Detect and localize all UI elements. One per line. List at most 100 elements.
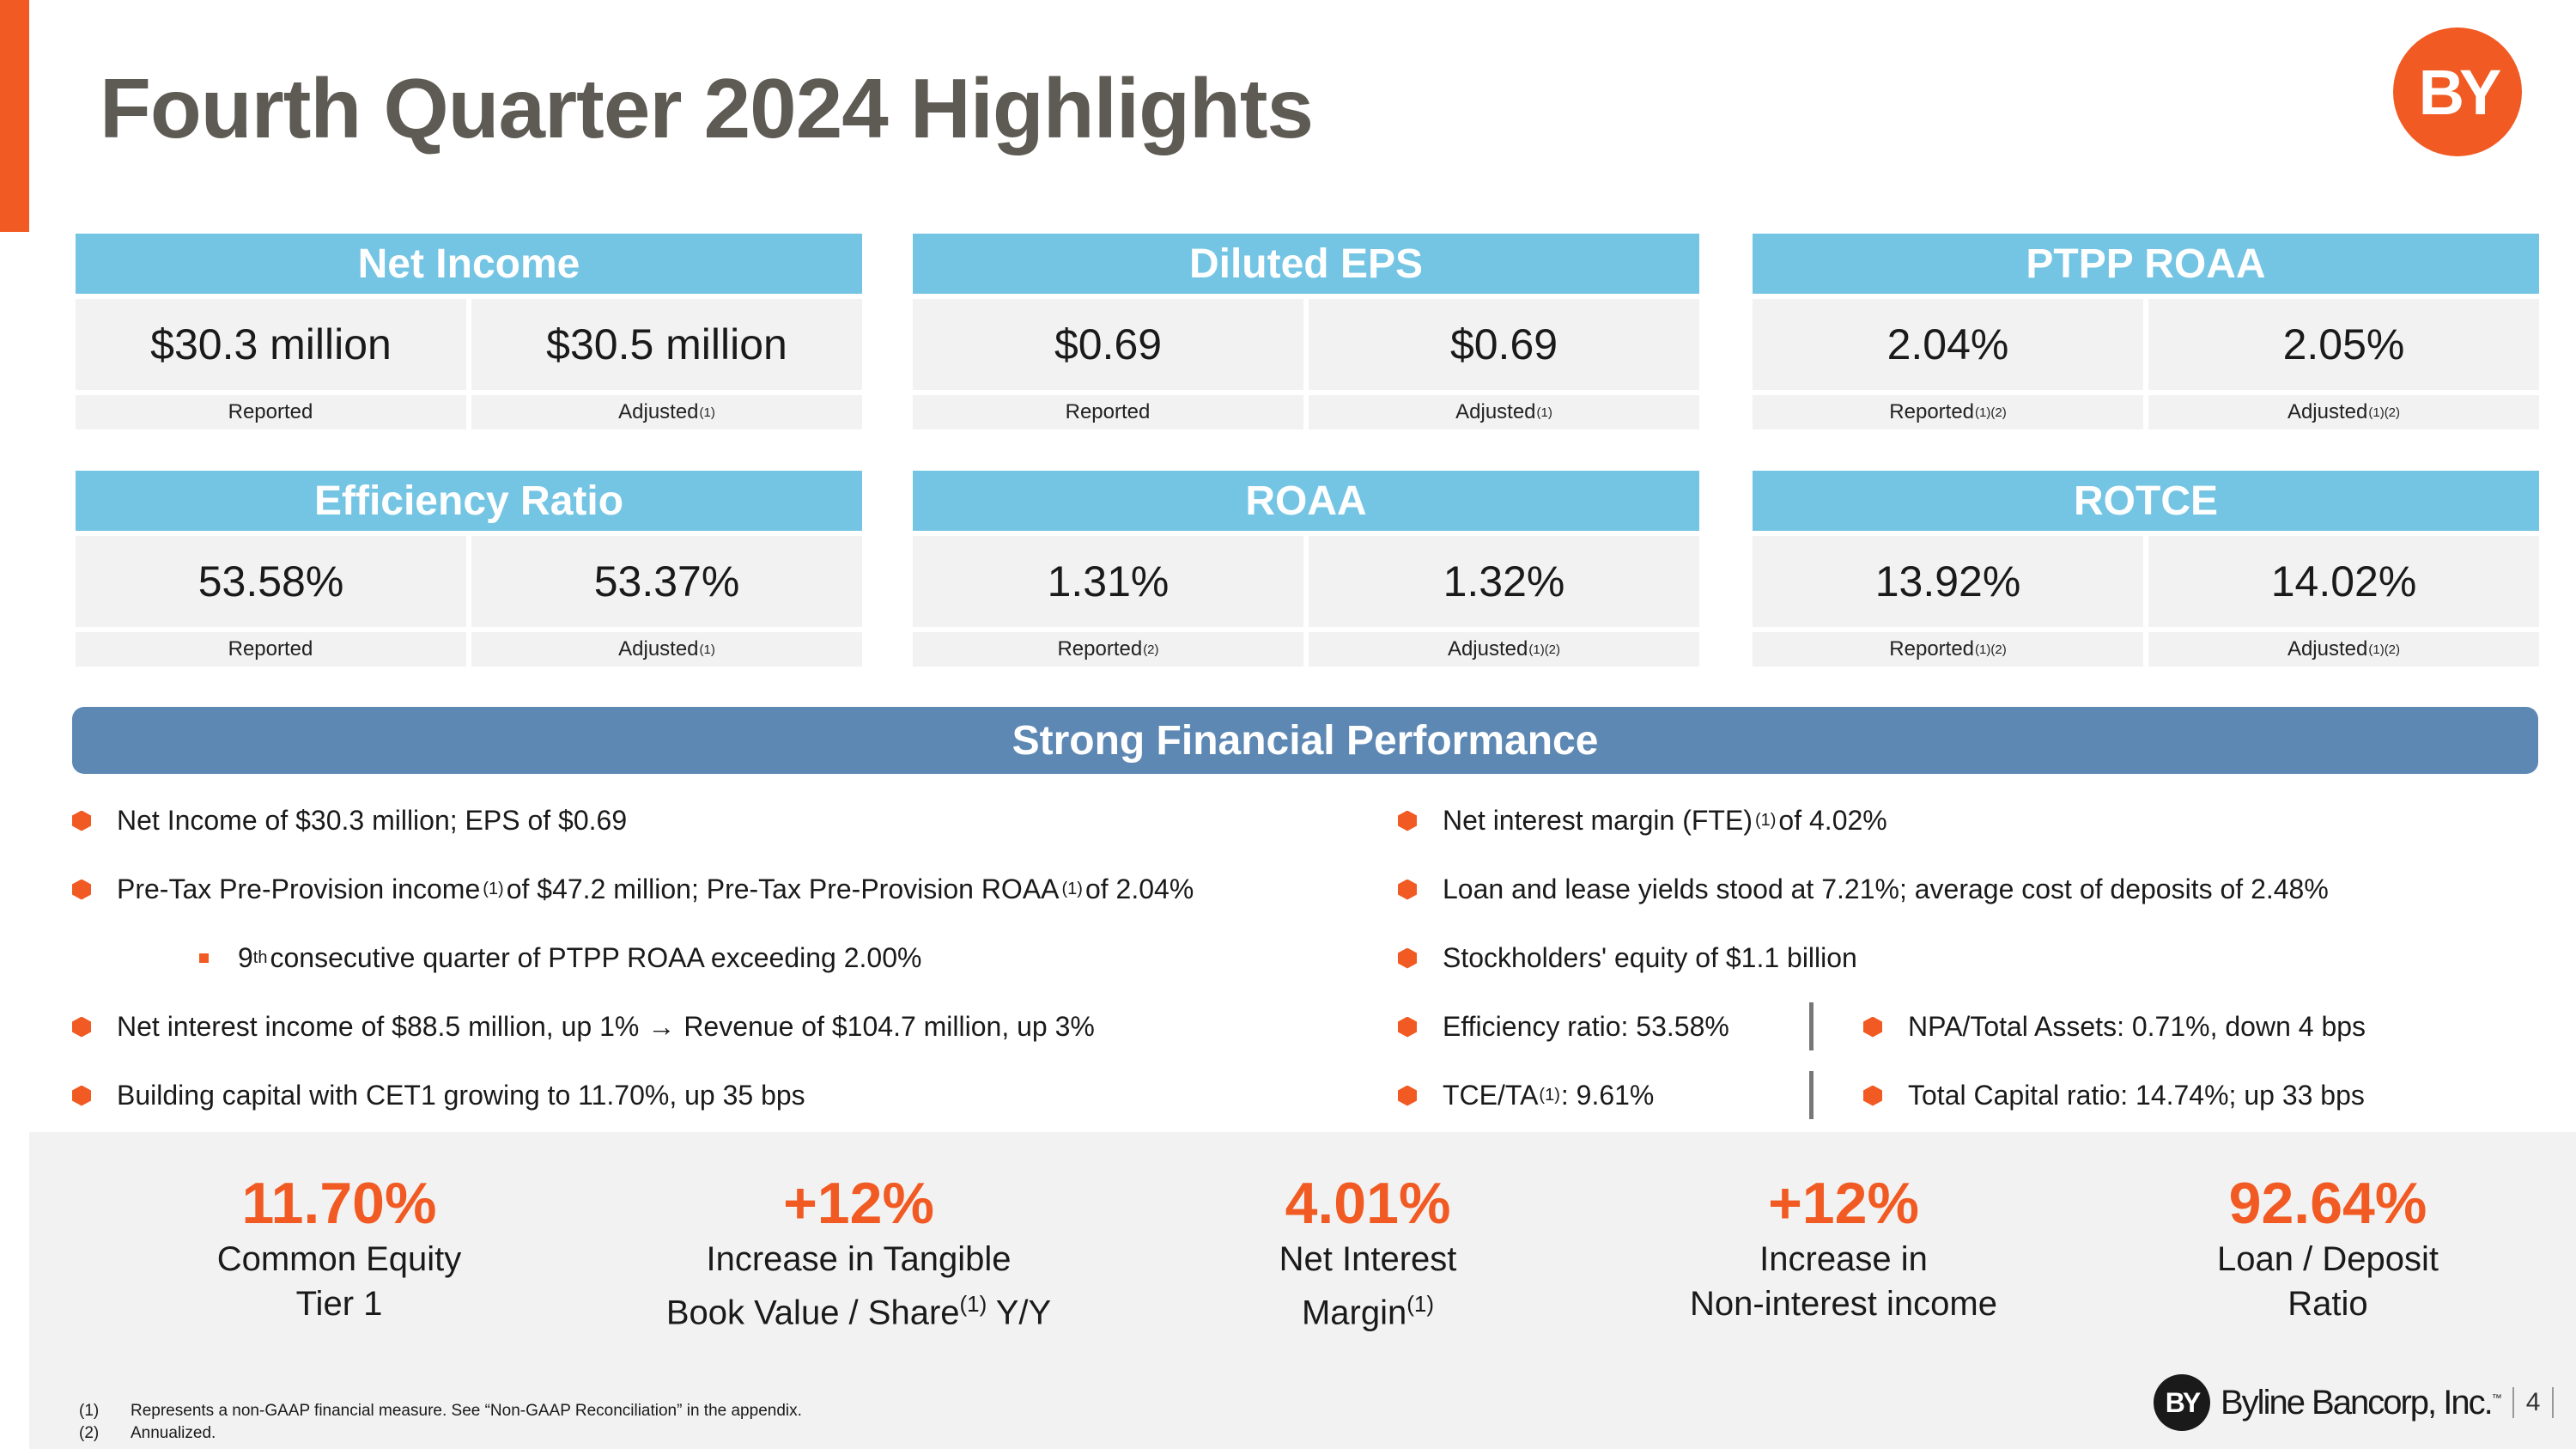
ordinal-suffix: th	[252, 948, 268, 967]
label-text: Reported	[1065, 400, 1151, 423]
reported-value: 2.04%	[1753, 299, 2143, 390]
reported-label: Reported (1)(2)	[1753, 395, 2143, 429]
company-name-text: Byline Bancorp, Inc.	[2221, 1383, 2494, 1422]
bullet-text: Net interest income of $88.5 million, up…	[117, 1011, 640, 1042]
card-title: ROTCE	[1753, 471, 2539, 531]
bullet-text: Net interest margin (FTE)	[1443, 805, 1753, 836]
page-number-divider	[2552, 1387, 2555, 1418]
company-name: Byline Bancorp, Inc.™	[2221, 1383, 2502, 1422]
bullet-item: Stockholders' equity of $1.1 billion	[1398, 942, 1857, 974]
footnote-ref: (1)	[1754, 811, 1777, 830]
adjusted-value: 2.05%	[2148, 299, 2539, 390]
footnote-ref: (1)	[699, 405, 715, 420]
label-text: Reported	[1057, 637, 1143, 661]
label-text: Adjusted	[2287, 637, 2368, 661]
footnote-ref: (1)	[1406, 1291, 1435, 1317]
stat-text: Y/Y	[987, 1294, 1052, 1332]
bullet-item: NPA/Total Assets: 0.71%, down 4 bps	[1863, 1011, 2366, 1043]
reported-value: 13.92%	[1753, 536, 2143, 627]
label-text: Adjusted	[618, 400, 699, 423]
reported-label: Reported (2)	[913, 632, 1303, 667]
page-number: 4	[2512, 1387, 2540, 1418]
adjusted-value: 1.32%	[1309, 536, 1699, 627]
footnote-number: (2)	[79, 1424, 100, 1442]
bullet-item: Total Capital ratio: 14.74%; up 33 bps	[1863, 1080, 2365, 1111]
bullet-text: Building capital with CET1 growing to 11…	[117, 1080, 805, 1111]
reported-label: Reported	[913, 395, 1303, 429]
footnote-ref: (1)	[1539, 1086, 1560, 1105]
stat-cet1: 11.70% Common Equity Tier 1	[99, 1170, 580, 1326]
footnote-ref: (2)	[1143, 642, 1159, 657]
column-divider	[1809, 1002, 1814, 1050]
hexagon-bullet-icon	[1398, 810, 1417, 831]
adjusted-label: Adjusted (1)	[1309, 395, 1699, 429]
hexagon-bullet-icon	[1863, 1085, 1882, 1106]
footnote-ref: (1)	[1061, 880, 1083, 898]
bullet-text: NPA/Total Assets: 0.71%, down 4 bps	[1908, 1011, 2366, 1042]
bullet-text: Pre-Tax Pre-Provision income	[117, 874, 481, 904]
label-text: Reported	[1889, 400, 1975, 423]
square-bullet-icon	[199, 953, 209, 963]
card-efficiency-ratio: Efficiency Ratio 53.58% 53.37% Reported …	[76, 471, 862, 667]
adjusted-label: Adjusted (1)(2)	[2148, 632, 2539, 667]
card-rotce: ROTCE 13.92% 14.02% Reported (1)(2) Adjus…	[1753, 471, 2539, 667]
stat-non-interest-income: +12% Increase in Non-interest income	[1603, 1170, 2084, 1326]
stat-value: +12%	[1768, 1171, 1919, 1236]
bullet-text: : 9.61%	[1560, 1080, 1655, 1111]
footnote-text: Annualized.	[131, 1424, 216, 1442]
card-title: ROAA	[913, 471, 1699, 531]
label-text: Adjusted	[1447, 637, 1528, 661]
section-banner: Strong Financial Performance	[72, 707, 2538, 774]
footnote: (2) Annualized.	[79, 1422, 802, 1445]
bullet-text: Revenue of $104.7 million, up 3%	[683, 1011, 1095, 1042]
bullet-text: of $47.2 million; Pre-Tax Pre-Provision …	[506, 874, 1060, 904]
reported-value: $30.3 million	[76, 299, 466, 390]
bullet-item: Net interest income of $88.5 million, up…	[72, 1011, 1095, 1043]
footnote-ref: (1)(2)	[1975, 405, 2007, 420]
stat-label-line2: Non-interest income	[1603, 1282, 2084, 1326]
card-net-income: Net Income $30.3 million $30.5 million R…	[76, 234, 862, 429]
bullet-text: 9	[238, 942, 253, 973]
card-title: Diluted EPS	[913, 234, 1699, 294]
byline-footer-logo: BY	[2154, 1374, 2210, 1431]
reported-value: 1.31%	[913, 536, 1303, 627]
footnotes: (1) Represents a non-GAAP financial meas…	[79, 1400, 802, 1445]
hexagon-bullet-icon	[1398, 947, 1417, 969]
label-text: Reported	[228, 400, 313, 423]
stat-text: Tier 1	[295, 1285, 383, 1323]
arrow-right-icon: →	[647, 1011, 676, 1042]
label-text: Adjusted	[618, 637, 699, 661]
bullet-text: consecutive quarter of PTPP ROAA exceedi…	[270, 942, 922, 973]
bullet-text: Total Capital ratio: 14.74%; up 33 bps	[1908, 1080, 2365, 1111]
card-diluted-eps: Diluted EPS $0.69 $0.69 Reported Adjuste…	[913, 234, 1699, 429]
reported-label: Reported	[76, 632, 466, 667]
adjusted-value: $0.69	[1309, 299, 1699, 390]
bullet-text: Stockholders' equity of $1.1 billion	[1443, 942, 1857, 973]
adjusted-label: Adjusted (1)	[471, 395, 862, 429]
adjusted-label: Adjusted (1)(2)	[2148, 395, 2539, 429]
footnote-ref: (1)	[699, 642, 715, 657]
hexagon-bullet-icon	[72, 879, 91, 900]
stat-net-interest-margin: 4.01% Net Interest Margin(1)	[1127, 1170, 1608, 1335]
label-text: Reported	[1889, 637, 1975, 661]
adjusted-value: 14.02%	[2148, 536, 2539, 627]
stat-label-line2: Book Value / Share(1) Y/Y	[618, 1282, 1099, 1335]
accent-bar	[0, 0, 29, 232]
card-title: PTPP ROAA	[1753, 234, 2539, 294]
logo-text: BY	[2418, 56, 2502, 128]
footnote-ref: (1)	[1536, 405, 1552, 420]
stat-value: 4.01%	[1285, 1171, 1451, 1236]
bullet-text: TCE/TA	[1443, 1080, 1539, 1111]
stat-label-line1: Common Equity	[216, 1240, 462, 1278]
bullet-item: Pre-Tax Pre-Provision income (1) of $47.…	[72, 874, 1194, 905]
footnote-ref: (1)(2)	[1528, 642, 1561, 657]
hexagon-bullet-icon	[1863, 1016, 1882, 1038]
brand-footer: BY Byline Bancorp, Inc.™ 4	[2154, 1374, 2555, 1431]
reported-value: 53.58%	[76, 536, 466, 627]
hexagon-bullet-icon	[1398, 1016, 1417, 1038]
label-text: Reported	[228, 637, 313, 661]
hexagon-bullet-icon	[72, 1016, 91, 1038]
bullet-item: Loan and lease yields stood at 7.21%; av…	[1398, 874, 2329, 905]
footnote-text: Represents a non-GAAP financial measure.…	[131, 1402, 802, 1420]
stat-value: 11.70%	[241, 1171, 437, 1236]
